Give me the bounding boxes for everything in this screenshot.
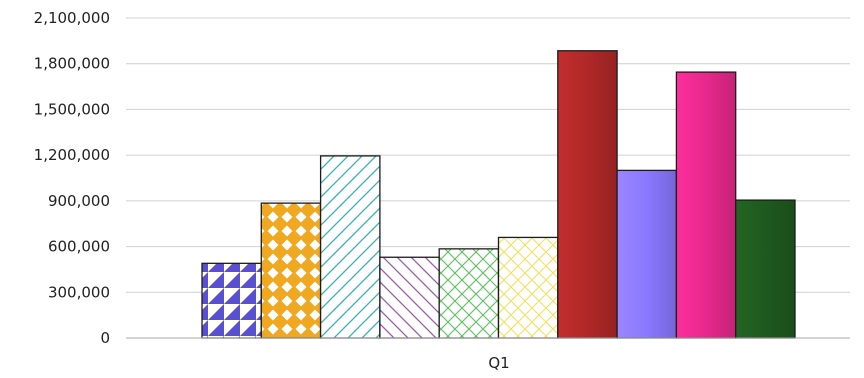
bar-q1-series-3 xyxy=(319,155,381,339)
y-tick-label: 2,100,000 xyxy=(34,9,110,27)
grid-layer: 0 300,000 600,000 900,000 1,200,000 1,500,000… xyxy=(34,9,850,347)
bar-q1-series-5 xyxy=(438,248,500,339)
axis-layer: Q1 xyxy=(126,337,850,372)
y-tick-label: 0 xyxy=(100,329,110,347)
bar-q1-series-7 xyxy=(557,50,618,339)
bar-q1-series-2 xyxy=(260,202,322,339)
y-tick-label: 1,200,000 xyxy=(34,146,110,164)
bar-q1-series-8 xyxy=(616,169,678,339)
x-tick-label: Q1 xyxy=(488,354,509,372)
bar-q1-series-1 xyxy=(201,262,262,339)
bars-layer xyxy=(201,50,796,339)
y-tick-label: 900,000 xyxy=(48,192,110,210)
y-tick-label: 1,800,000 xyxy=(34,55,110,73)
bar-q1-series-4 xyxy=(379,256,440,339)
bar-q1-series-9 xyxy=(675,71,737,339)
bar-q1-series-10 xyxy=(735,199,796,339)
y-tick-label: 600,000 xyxy=(48,238,110,256)
y-tick-label: 1,500,000 xyxy=(34,100,110,118)
bar-q1-series-6 xyxy=(497,236,559,339)
y-tick-label: 300,000 xyxy=(48,283,110,301)
